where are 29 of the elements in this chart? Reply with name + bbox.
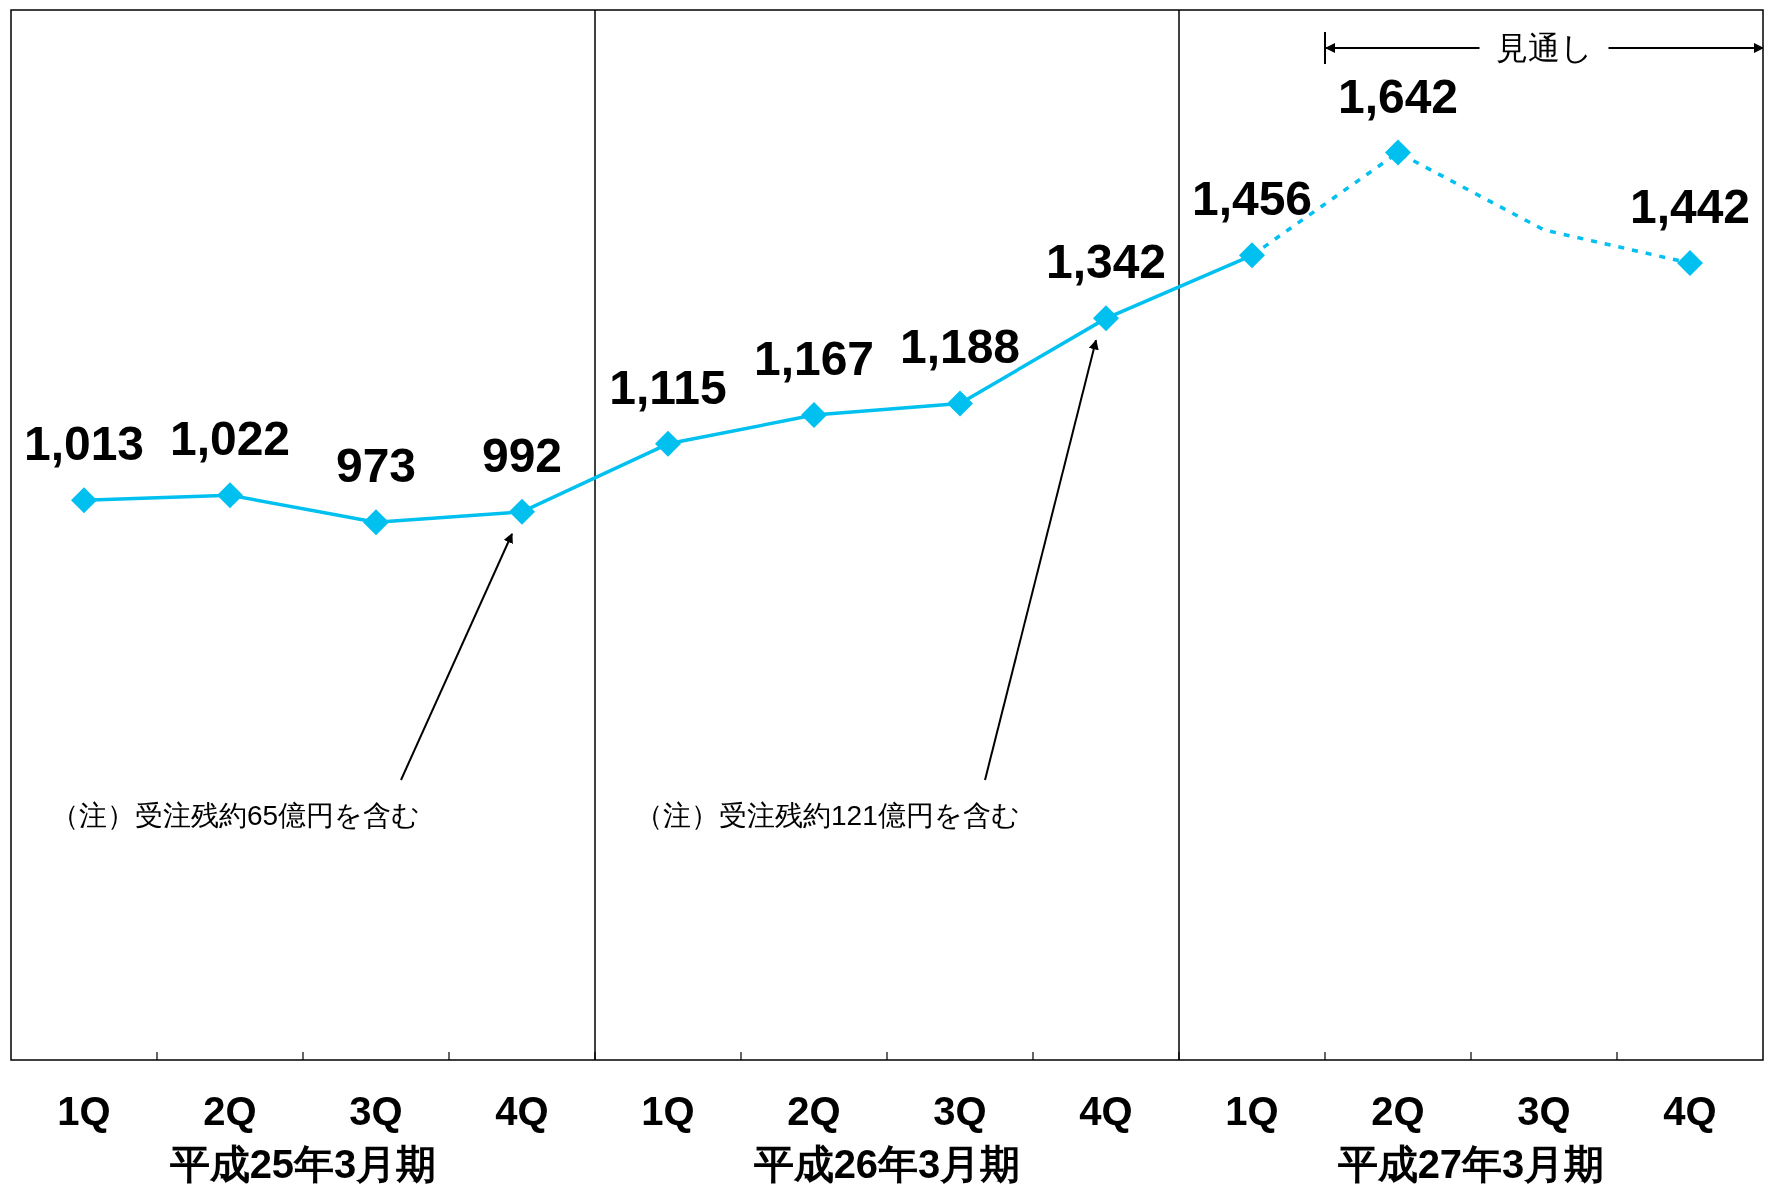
x-tick-label: 2Q [203, 1089, 257, 1133]
x-tick-label: 2Q [1371, 1089, 1425, 1133]
x-tick-label: 4Q [495, 1089, 549, 1133]
x-tick-label: 3Q [933, 1089, 987, 1133]
data-label: 992 [481, 428, 563, 482]
data-label: 1,167 [753, 332, 875, 386]
text: 平成25年3月期 [168, 1142, 437, 1186]
text: 平成26年3月期 [752, 1142, 1021, 1186]
data-label: 1,642 [1337, 69, 1459, 123]
data-label: 1,342 [1045, 235, 1167, 289]
annotation: （注）受注残約65億円を含む [51, 800, 421, 831]
x-tick-label: 2Q [787, 1089, 841, 1133]
x-tick-label: 1Q [57, 1089, 111, 1133]
annotation: （注）受注残約121億円を含む [635, 800, 1020, 831]
x-tick-label: 3Q [349, 1089, 403, 1133]
x-tick-label: 4Q [1663, 1089, 1717, 1133]
x-tick-label: 1Q [1225, 1089, 1279, 1133]
text: 平成27年3月期 [1336, 1142, 1605, 1186]
data-label: 973 [335, 439, 417, 493]
annotation: 見通し [1495, 30, 1593, 66]
data-label: 1,456 [1191, 172, 1313, 226]
data-label: 1,188 [899, 320, 1021, 374]
x-tick-label: 4Q [1079, 1089, 1133, 1133]
x-tick-label: 1Q [641, 1089, 695, 1133]
data-label: 1,442 [1629, 180, 1751, 234]
data-label: 1,022 [169, 412, 291, 466]
x-tick-label: 3Q [1517, 1089, 1571, 1133]
data-label: 1,013 [23, 417, 145, 471]
data-label: 1,115 [609, 360, 727, 414]
